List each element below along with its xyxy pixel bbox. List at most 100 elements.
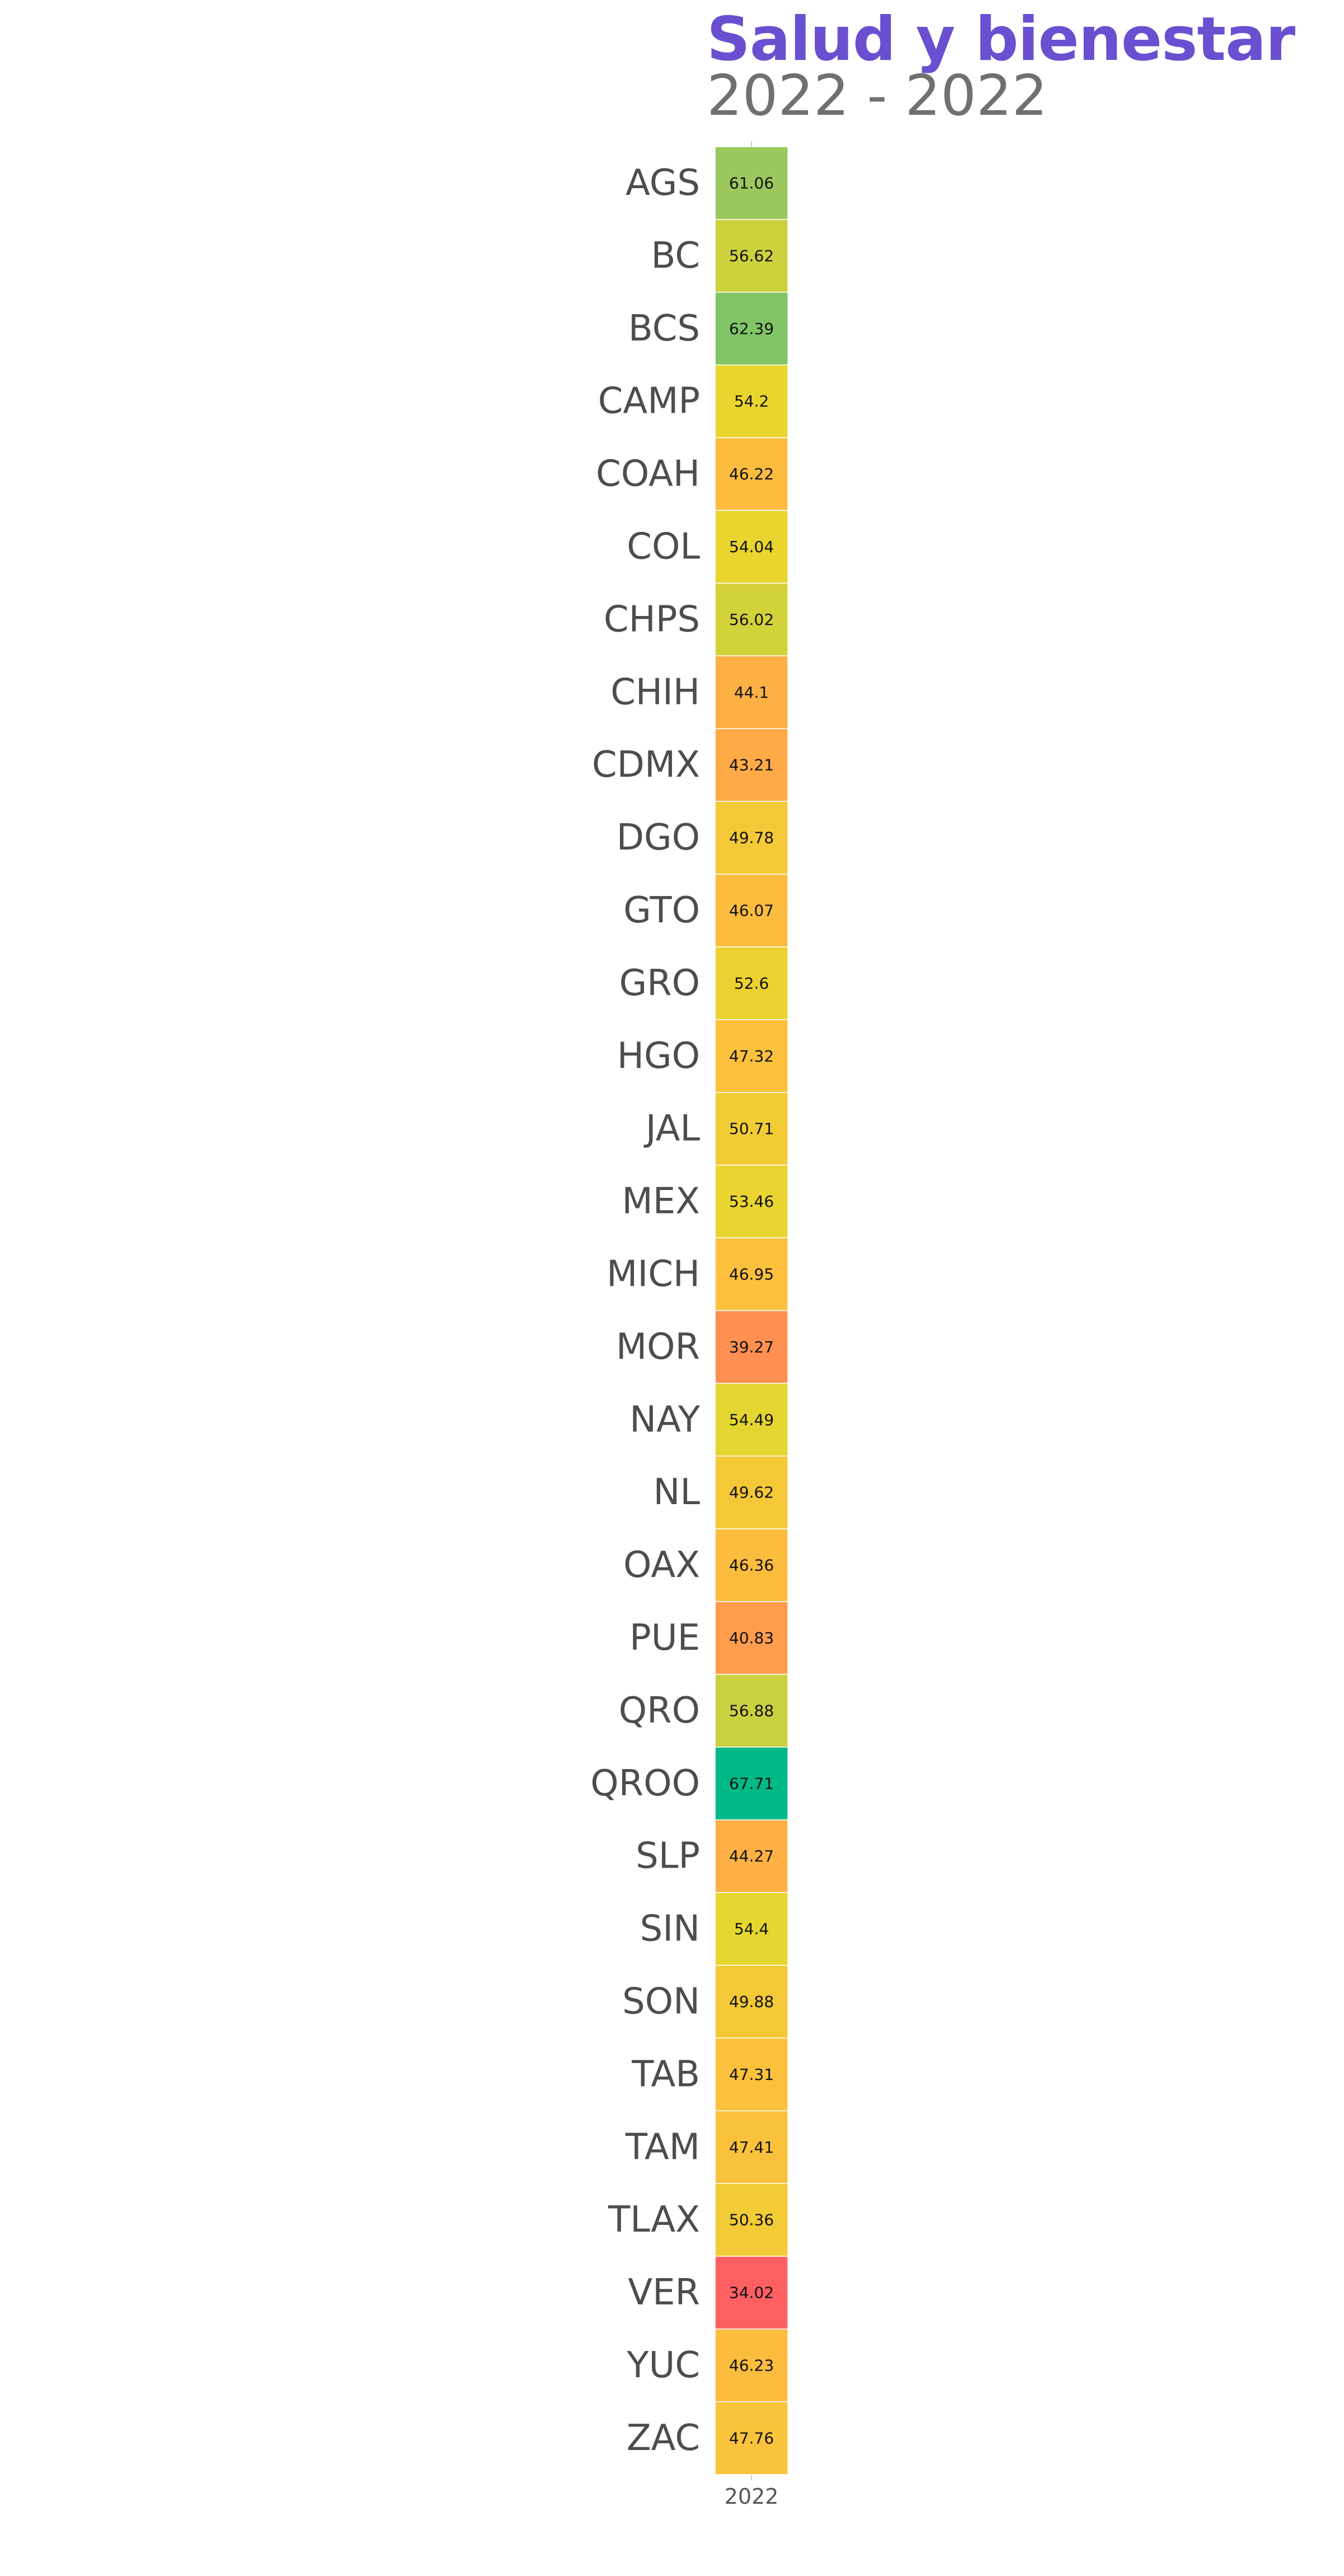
cell-value-label-sin: 54.4 (734, 1920, 769, 1938)
row-label-son: SON (622, 1981, 700, 2022)
heatmap-cell-oax (715, 1528, 788, 1602)
cell-value-label-dgo: 49.78 (729, 829, 774, 847)
heatmap-cell-chih (715, 655, 788, 729)
heatmap-cell-camp (715, 364, 788, 438)
row-label-gro: GRO (619, 963, 700, 1004)
cell-value-label-tam: 47.41 (729, 2138, 774, 2157)
heatmap-cell-yuc (715, 2328, 788, 2402)
cell-value-label-bc: 56.62 (729, 246, 774, 265)
heatmap-cell-slp (715, 1819, 788, 1893)
cell-value-label-hgo: 47.32 (729, 1047, 774, 1065)
row-label-gto: GTO (623, 890, 700, 931)
cell-value-label-tlax: 50.36 (729, 2211, 774, 2229)
heatmap-cell-mor (715, 1310, 788, 1384)
cell-value-label-mex: 53.46 (729, 1192, 774, 1211)
cell-value-label-oax: 46.36 (729, 1556, 774, 1575)
x-axis: 2022 (725, 141, 779, 2509)
row-label-ver: VER (628, 2272, 700, 2313)
row-label-col: COL (627, 526, 700, 567)
row-label-yuc: YUC (626, 2345, 700, 2386)
row-label-hgo: HGO (617, 1035, 700, 1077)
row-label-jal: JAL (643, 1108, 701, 1150)
row-label-tab: TAB (631, 2054, 700, 2095)
cell-value-label-gto: 46.07 (729, 901, 774, 920)
cell-value-label-nay: 54.49 (729, 1411, 774, 1429)
row-label-dgo: DGO (617, 817, 700, 858)
cell-value-label-bcs: 62.39 (729, 319, 774, 338)
cell-value-label-ags: 61.06 (729, 174, 774, 192)
row-label-cdmx: CDMX (592, 744, 700, 786)
chart-title: Salud y bienestar (707, 4, 1295, 74)
row-label-chih: CHIH (610, 671, 700, 713)
cell-value-label-pue: 40.83 (729, 1628, 774, 1647)
row-label-mor: MOR (616, 1326, 700, 1368)
cell-value-label-zac: 47.76 (729, 2429, 774, 2447)
cell-value-label-mor: 39.27 (729, 1338, 774, 1356)
row-label-nay: NAY (629, 1399, 701, 1440)
heatmap-cell-nl (715, 1455, 788, 1529)
row-label-camp: CAMP (598, 381, 700, 422)
heatmap-cell-sin (715, 1892, 788, 1966)
heatmap-cell-bc (715, 219, 788, 293)
cell-value-label-gro: 52.6 (734, 974, 769, 992)
row-label-sin: SIN (640, 1908, 700, 1950)
heatmap-cell-tam (715, 2110, 788, 2184)
heatmap-cell-jal (715, 1091, 788, 1166)
cell-value-label-ver: 34.02 (729, 2284, 774, 2302)
row-label-tam: TAM (625, 2126, 700, 2168)
heatmap-cell-gto (715, 874, 788, 948)
row-label-qroo: QROO (590, 1763, 700, 1804)
heatmap-cell-bcs (715, 292, 788, 366)
row-label-nl: NL (653, 1472, 700, 1513)
heatmap-cell-chps (715, 582, 788, 657)
cell-value-label-cdmx: 43.21 (729, 756, 774, 774)
cell-value-label-son: 49.88 (729, 1992, 774, 2011)
row-label-qro: QRO (619, 1690, 700, 1732)
heatmap-cell-ver (715, 2256, 788, 2330)
cell-value-label-tab: 47.31 (729, 2065, 774, 2084)
row-label-chps: CHPS (604, 599, 700, 640)
cell-value-label-mich: 46.95 (729, 1265, 774, 1284)
cell-value-label-yuc: 46.23 (729, 2356, 774, 2374)
heatmap-cell-qroo (715, 1747, 788, 1821)
heatmap-cell-qro (715, 1674, 788, 1748)
row-label-coah: COAH (596, 454, 700, 495)
cell-value-label-jal: 50.71 (729, 1119, 774, 1138)
row-label-bcs: BCS (628, 308, 700, 349)
heatmap-cell-coah (715, 437, 788, 511)
row-label-pue: PUE (629, 1617, 700, 1659)
cell-value-label-camp: 54.2 (734, 392, 769, 410)
heatmap-cell-gro (715, 946, 788, 1020)
heatmap-cell-tab (715, 2037, 788, 2112)
cell-value-label-chih: 44.1 (734, 683, 769, 702)
cell-value-label-qroo: 67.71 (729, 1774, 774, 1793)
row-label-mich: MICH (606, 1253, 700, 1295)
row-labels: AGS BC BCS CAMP COAH COL CHPS CHIH CDMX DGO GTO GRO… (590, 162, 701, 2459)
row-label-slp: SLP (636, 1836, 700, 1877)
heatmap-cell-dgo (715, 801, 788, 875)
heatmap-cell-mex (715, 1164, 788, 1239)
heatmap-cell-col (715, 510, 788, 584)
row-label-zac: ZAC (627, 2418, 700, 2459)
row-label-mex: MEX (622, 1181, 701, 1222)
chart-subtitle: 2022 - 2022 (707, 63, 1048, 128)
heatmap-cell-mich (715, 1237, 788, 1312)
cell-value-label-slp: 44.27 (729, 1847, 774, 1865)
cell-value-label-qro: 56.88 (729, 1701, 774, 1720)
heatmap-cell-son (715, 1964, 788, 2039)
heatmap-cell-nay (715, 1383, 788, 1457)
cells-layer: 61.06 56.62 62.39 54.2 46.22 54.04 56.02 44.1 43… (715, 146, 788, 2475)
heatmap-cell-zac (715, 2401, 788, 2475)
cell-value-label-coah: 46.22 (729, 465, 774, 483)
cell-value-label-col: 54.04 (729, 538, 774, 556)
row-label-ags: AGS (626, 162, 700, 204)
x-tick-label: 2022 (725, 2484, 779, 2509)
row-label-oax: OAX (623, 1544, 700, 1586)
row-label-tlax: TLAX (608, 2199, 700, 2241)
cell-value-label-chps: 56.02 (729, 610, 774, 629)
cell-value-label-nl: 49.62 (729, 1483, 774, 1502)
row-label-bc: BC (651, 235, 700, 277)
heatmap-cell-pue (715, 1601, 788, 1675)
